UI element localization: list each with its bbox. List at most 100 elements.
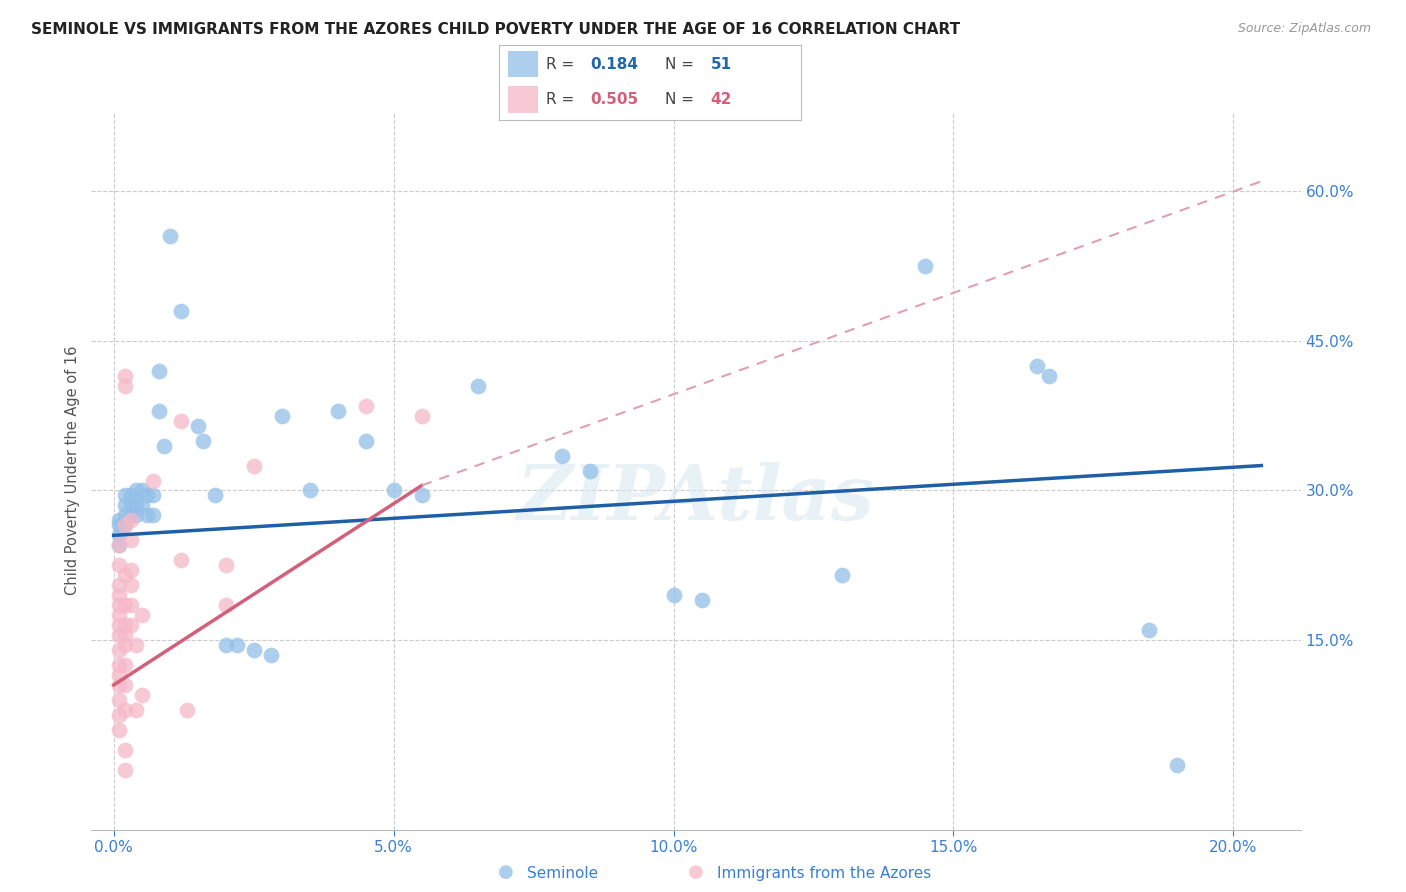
Text: R =: R = — [546, 57, 579, 72]
Point — [114, 618, 136, 632]
Point — [120, 598, 142, 612]
Point — [298, 483, 321, 498]
Point — [354, 434, 377, 448]
Point — [114, 628, 136, 642]
Point — [1139, 623, 1161, 637]
Point — [108, 643, 131, 657]
Point — [114, 703, 136, 717]
Point — [204, 488, 226, 502]
Point — [114, 518, 136, 533]
Text: 0.184: 0.184 — [591, 57, 638, 72]
Point — [1038, 368, 1060, 383]
Text: R =: R = — [546, 92, 579, 107]
Text: 0.505: 0.505 — [591, 92, 638, 107]
Point — [142, 508, 165, 523]
Point — [831, 568, 853, 582]
Point — [108, 628, 131, 642]
Point — [1026, 359, 1049, 373]
Text: 42: 42 — [710, 92, 733, 107]
Y-axis label: Child Poverty Under the Age of 16: Child Poverty Under the Age of 16 — [65, 346, 80, 595]
Text: SEMINOLE VS IMMIGRANTS FROM THE AZORES CHILD POVERTY UNDER THE AGE OF 16 CORRELA: SEMINOLE VS IMMIGRANTS FROM THE AZORES C… — [31, 22, 960, 37]
Point — [662, 588, 685, 602]
Point — [108, 578, 131, 592]
Point — [114, 763, 136, 777]
Point — [193, 434, 215, 448]
Point — [142, 488, 165, 502]
Point — [242, 643, 264, 657]
Point — [131, 499, 153, 513]
Text: ZIPAtlas: ZIPAtlas — [517, 462, 875, 536]
Point — [215, 598, 238, 612]
Point — [136, 508, 159, 523]
Point — [114, 368, 136, 383]
Text: ●: ● — [688, 863, 704, 881]
Point — [114, 499, 136, 513]
Point — [411, 488, 433, 502]
Point — [120, 508, 142, 523]
Point — [108, 588, 131, 602]
Point — [108, 668, 131, 682]
Point — [114, 658, 136, 673]
Point — [114, 508, 136, 523]
Point — [125, 703, 148, 717]
Point — [120, 578, 142, 592]
Text: N =: N = — [665, 92, 699, 107]
Point — [114, 678, 136, 692]
Point — [136, 488, 159, 502]
Point — [131, 688, 153, 702]
Point — [215, 558, 238, 573]
Point — [153, 439, 176, 453]
Point — [108, 513, 131, 527]
Point — [326, 403, 349, 417]
Text: 51: 51 — [710, 57, 733, 72]
Point — [108, 618, 131, 632]
Point — [142, 474, 165, 488]
Point — [125, 508, 148, 523]
Text: Seminole: Seminole — [527, 866, 599, 881]
Point — [131, 483, 153, 498]
Point — [108, 538, 131, 552]
Point — [259, 648, 281, 662]
Point — [114, 598, 136, 612]
Point — [131, 608, 153, 623]
Point — [550, 449, 572, 463]
Point — [108, 723, 131, 737]
Point — [108, 707, 131, 722]
Bar — [508, 51, 538, 78]
Point — [114, 743, 136, 757]
Point — [120, 513, 142, 527]
Point — [108, 658, 131, 673]
Point — [578, 464, 600, 478]
Point — [114, 638, 136, 652]
Point — [170, 553, 193, 567]
Point — [114, 568, 136, 582]
Point — [226, 638, 249, 652]
Point — [1166, 757, 1188, 772]
Point — [108, 678, 131, 692]
Point — [108, 598, 131, 612]
Point — [467, 378, 489, 392]
Point — [914, 259, 936, 273]
Point — [148, 403, 170, 417]
Point — [125, 499, 148, 513]
Point — [148, 364, 170, 378]
Point — [120, 533, 142, 548]
Point — [382, 483, 405, 498]
Point — [187, 418, 209, 433]
Point — [242, 458, 264, 473]
Text: Source: ZipAtlas.com: Source: ZipAtlas.com — [1237, 22, 1371, 36]
Point — [215, 638, 238, 652]
Point — [690, 593, 713, 607]
Point — [108, 558, 131, 573]
Point — [120, 563, 142, 577]
Point — [108, 538, 131, 552]
Text: Immigrants from the Azores: Immigrants from the Azores — [717, 866, 931, 881]
Point — [108, 693, 131, 707]
Text: N =: N = — [665, 57, 699, 72]
Point — [159, 229, 181, 244]
Point — [108, 608, 131, 623]
Point — [354, 399, 377, 413]
Point — [170, 304, 193, 318]
Point — [411, 409, 433, 423]
Point — [114, 518, 136, 533]
